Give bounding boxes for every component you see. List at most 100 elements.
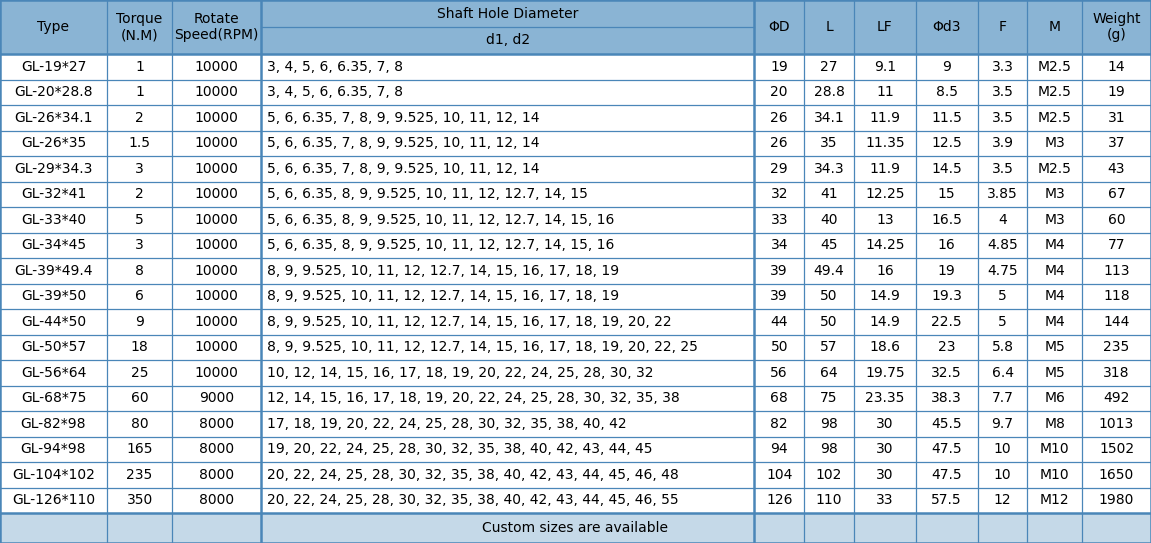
Text: 126: 126 <box>765 493 792 507</box>
Text: d1, d2: d1, d2 <box>486 34 529 47</box>
Text: 8000: 8000 <box>199 442 235 456</box>
Text: Weight
(g): Weight (g) <box>1092 12 1141 42</box>
Text: M4: M4 <box>1044 315 1065 329</box>
Text: 10: 10 <box>993 468 1012 482</box>
Text: 14: 14 <box>1107 60 1126 74</box>
Text: M4: M4 <box>1044 289 1065 303</box>
Text: 6: 6 <box>135 289 144 303</box>
Text: 8.5: 8.5 <box>936 85 958 99</box>
Text: 26: 26 <box>770 136 788 150</box>
Text: 14.9: 14.9 <box>869 289 900 303</box>
Text: M12: M12 <box>1041 493 1069 507</box>
Text: 9.1: 9.1 <box>874 60 895 74</box>
Text: 4: 4 <box>998 213 1007 227</box>
Text: 45: 45 <box>821 238 838 252</box>
Text: 1: 1 <box>135 60 144 74</box>
Text: 12.5: 12.5 <box>931 136 962 150</box>
Text: GL-29*34.3: GL-29*34.3 <box>14 162 92 176</box>
Text: 43: 43 <box>1107 162 1126 176</box>
Text: 23.35: 23.35 <box>866 392 905 405</box>
Text: 5, 6, 6.35, 7, 8, 9, 9.525, 10, 11, 12, 14: 5, 6, 6.35, 7, 8, 9, 9.525, 10, 11, 12, … <box>267 162 540 176</box>
Text: 4.75: 4.75 <box>988 264 1017 278</box>
Text: 82: 82 <box>770 416 788 431</box>
Text: 3.85: 3.85 <box>988 187 1017 201</box>
Text: 8000: 8000 <box>199 416 235 431</box>
Text: 12, 14, 15, 16, 17, 18, 19, 20, 22, 24, 25, 28, 30, 32, 35, 38: 12, 14, 15, 16, 17, 18, 19, 20, 22, 24, … <box>267 392 680 405</box>
Text: LF: LF <box>877 20 893 34</box>
Text: 9: 9 <box>135 315 144 329</box>
Text: 10000: 10000 <box>195 289 238 303</box>
Text: 8000: 8000 <box>199 468 235 482</box>
Bar <box>0 488 1151 513</box>
Text: 10000: 10000 <box>195 366 238 380</box>
Text: 98: 98 <box>821 442 838 456</box>
Bar <box>0 0 1151 54</box>
Text: 27: 27 <box>821 60 838 74</box>
Text: Torque
(N.M): Torque (N.M) <box>116 12 162 42</box>
Bar <box>0 105 1151 130</box>
Text: GL-39*50: GL-39*50 <box>21 289 86 303</box>
Text: 5, 6, 6.35, 8, 9, 9.525, 10, 11, 12, 12.7, 14, 15: 5, 6, 6.35, 8, 9, 9.525, 10, 11, 12, 12.… <box>267 187 588 201</box>
Text: 19.75: 19.75 <box>866 366 905 380</box>
Text: 3.5: 3.5 <box>991 85 1014 99</box>
Text: 26: 26 <box>770 111 788 125</box>
Text: M5: M5 <box>1044 340 1065 354</box>
Text: 18: 18 <box>131 340 148 354</box>
Text: 50: 50 <box>770 340 788 354</box>
Text: GL-44*50: GL-44*50 <box>21 315 86 329</box>
Text: GL-32*41: GL-32*41 <box>21 187 86 201</box>
Text: 14.5: 14.5 <box>931 162 962 176</box>
Text: 5: 5 <box>998 315 1007 329</box>
Bar <box>0 130 1151 156</box>
Text: 11: 11 <box>876 85 894 99</box>
Text: 8, 9, 9.525, 10, 11, 12, 12.7, 14, 15, 16, 17, 18, 19, 20, 22, 25: 8, 9, 9.525, 10, 11, 12, 12.7, 14, 15, 1… <box>267 340 699 354</box>
Text: 34.3: 34.3 <box>814 162 845 176</box>
Text: F: F <box>999 20 1006 34</box>
Text: 60: 60 <box>1107 213 1126 227</box>
Text: GL-104*102: GL-104*102 <box>12 468 94 482</box>
Text: GL-19*27: GL-19*27 <box>21 60 86 74</box>
Text: 350: 350 <box>127 493 153 507</box>
Text: 1: 1 <box>135 85 144 99</box>
Text: 5.8: 5.8 <box>991 340 1014 354</box>
Text: M3: M3 <box>1044 136 1065 150</box>
Text: GL-20*28.8: GL-20*28.8 <box>14 85 93 99</box>
Bar <box>0 462 1151 488</box>
Bar <box>0 437 1151 462</box>
Text: 10: 10 <box>993 442 1012 456</box>
Text: 9: 9 <box>943 60 951 74</box>
Text: 11.9: 11.9 <box>869 162 900 176</box>
Text: 33: 33 <box>876 493 893 507</box>
Text: 67: 67 <box>1107 187 1126 201</box>
Text: 57.5: 57.5 <box>931 493 962 507</box>
Text: 3, 4, 5, 6, 6.35, 7, 8: 3, 4, 5, 6, 6.35, 7, 8 <box>267 60 403 74</box>
Text: GL-56*64: GL-56*64 <box>21 366 86 380</box>
Text: 165: 165 <box>127 442 153 456</box>
Text: M4: M4 <box>1044 264 1065 278</box>
Text: 5, 6, 6.35, 7, 8, 9, 9.525, 10, 11, 12, 14: 5, 6, 6.35, 7, 8, 9, 9.525, 10, 11, 12, … <box>267 136 540 150</box>
Text: 144: 144 <box>1104 315 1130 329</box>
Text: 38.3: 38.3 <box>931 392 962 405</box>
Text: 10000: 10000 <box>195 136 238 150</box>
Text: GL-26*35: GL-26*35 <box>21 136 86 150</box>
Text: 14.25: 14.25 <box>866 238 905 252</box>
Text: 77: 77 <box>1107 238 1126 252</box>
Text: 8, 9, 9.525, 10, 11, 12, 12.7, 14, 15, 16, 17, 18, 19: 8, 9, 9.525, 10, 11, 12, 12.7, 14, 15, 1… <box>267 289 619 303</box>
Bar <box>0 411 1151 437</box>
Text: 33: 33 <box>770 213 788 227</box>
Text: 11.35: 11.35 <box>866 136 905 150</box>
Text: 39: 39 <box>770 289 788 303</box>
Text: 5, 6, 6.35, 8, 9, 9.525, 10, 11, 12, 12.7, 14, 15, 16: 5, 6, 6.35, 8, 9, 9.525, 10, 11, 12, 12.… <box>267 213 615 227</box>
Text: 15: 15 <box>938 187 955 201</box>
Text: 34: 34 <box>770 238 788 252</box>
Text: M10: M10 <box>1041 468 1069 482</box>
Bar <box>0 181 1151 207</box>
Text: 45.5: 45.5 <box>931 416 962 431</box>
Text: 10000: 10000 <box>195 85 238 99</box>
Text: 11.9: 11.9 <box>869 111 900 125</box>
Text: 10000: 10000 <box>195 162 238 176</box>
Text: 492: 492 <box>1104 392 1130 405</box>
Text: 17, 18, 19, 20, 22, 24, 25, 28, 30, 32, 35, 38, 40, 42: 17, 18, 19, 20, 22, 24, 25, 28, 30, 32, … <box>267 416 627 431</box>
Text: 2: 2 <box>135 111 144 125</box>
Text: 75: 75 <box>821 392 838 405</box>
